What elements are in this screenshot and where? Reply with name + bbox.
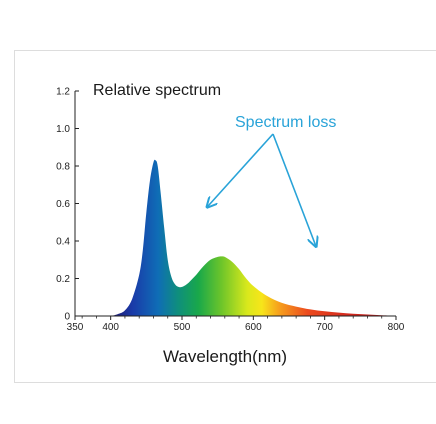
y-ticks: 0 0.2 0.4 0.6 0.8 1.0 1.2	[56, 87, 79, 323]
annotation-layer: Spectrum loss	[207, 114, 336, 247]
x-tick-label: 350	[67, 322, 84, 333]
x-tick-label: 500	[174, 322, 191, 333]
x-axis-label: Wavelength(nm)	[163, 347, 287, 366]
y-tick-label: 0.8	[56, 162, 70, 173]
spectrum-loss-annotation: Spectrum loss	[235, 114, 336, 131]
y-tick-label: 0	[64, 312, 70, 323]
x-minor-ticks	[81, 316, 383, 319]
x-tick-label: 600	[245, 322, 262, 333]
y-tick-label: 1.0	[56, 124, 70, 135]
spectrum-loss-arrow	[272, 133, 316, 247]
x-tick-label: 800	[388, 322, 405, 333]
chart-axes: 0 0.2 0.4 0.6 0.8 1.0 1.2 350 400 500 600 700 800	[56, 87, 405, 334]
chart-card: Relative spectrum 0 0.2 0.4 0.6 0.8 1.0 1.2 35…	[14, 50, 436, 383]
y-tick-label: 0.6	[56, 199, 70, 210]
x-ticks: 350 400 500 600 700 800	[67, 316, 405, 333]
x-tick-label: 400	[102, 322, 119, 333]
spectrum-loss-arrow	[207, 133, 274, 207]
y-tick-label: 0.4	[56, 237, 70, 248]
spectrum-chart: Relative spectrum 0 0.2 0.4 0.6 0.8 1.0 1.2 35…	[56, 82, 405, 366]
spectrum-area	[110, 159, 396, 316]
chart-title: Relative spectrum	[93, 82, 221, 99]
y-tick-label: 0.2	[56, 274, 70, 285]
x-tick-label: 700	[316, 322, 333, 333]
y-tick-label: 1.2	[56, 87, 70, 98]
